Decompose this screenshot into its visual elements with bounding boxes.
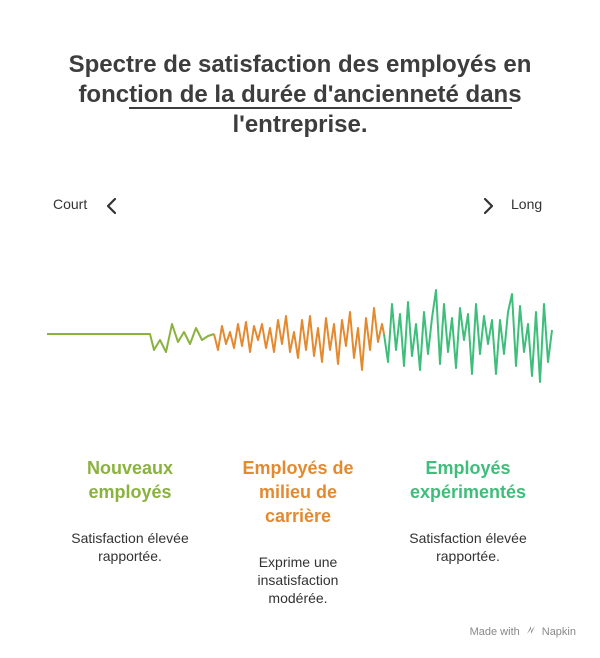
title-line-1: Spectre de satisfaction des employés en <box>68 51 532 78</box>
description-line: Exprime une <box>258 554 338 570</box>
axis-start-label: Court <box>53 196 88 212</box>
heading-line: carrière <box>264 506 332 526</box>
wave-segment-experienced <box>383 289 553 383</box>
heading-line: employés <box>88 482 172 502</box>
title-underline <box>129 107 512 109</box>
footer-attribution: Made with Napkin <box>470 624 576 639</box>
segment-heading: Employés de milieu de carrière <box>218 456 378 528</box>
description-line: Satisfaction élevée <box>409 530 527 546</box>
heading-line: Employés de <box>242 458 354 478</box>
segment-description: Satisfaction élevée rapportée. <box>50 529 210 565</box>
title-line-2: fonction de la durée d'ancienneté dans <box>78 81 522 108</box>
segment-new-employees: Nouveaux employés Satisfaction élevée ra… <box>50 456 210 565</box>
segment-heading: Employés expérimentés <box>386 456 550 504</box>
satisfaction-waveform <box>47 289 553 383</box>
description-line: rapportée. <box>436 548 500 564</box>
description-line: Satisfaction élevée <box>71 530 189 546</box>
segment-heading: Nouveaux employés <box>50 456 210 504</box>
title-line-3: l'entreprise. <box>232 111 368 138</box>
description-line: modérée. <box>268 590 328 606</box>
brand-label: Napkin <box>541 625 576 638</box>
napkin-logo-icon <box>525 624 537 639</box>
description-line: rapportée. <box>98 548 162 564</box>
segment-experienced: Employés expérimentés Satisfaction élevé… <box>386 456 550 565</box>
heading-line: expérimentés <box>409 482 527 502</box>
segment-mid-career: Employés de milieu de carrière Exprime u… <box>218 456 378 607</box>
made-with-label: Made with <box>469 625 520 638</box>
wave-segment-mid <box>213 307 385 371</box>
description-line: insatisfaction <box>257 572 339 588</box>
segment-description: Satisfaction élevée rapportée. <box>386 529 550 565</box>
axis-end-label: Long <box>511 196 543 212</box>
chevron-right-icon <box>480 197 496 220</box>
heading-line: Nouveaux <box>86 458 174 478</box>
page-title: Spectre de satisfaction des employés en … <box>50 50 550 140</box>
wave-segment-new <box>47 323 215 353</box>
heading-line: Employés <box>425 458 511 478</box>
chevron-left-icon <box>104 197 120 220</box>
segment-description: Exprime une insatisfaction modérée. <box>218 553 378 607</box>
heading-line: milieu de <box>258 482 338 502</box>
